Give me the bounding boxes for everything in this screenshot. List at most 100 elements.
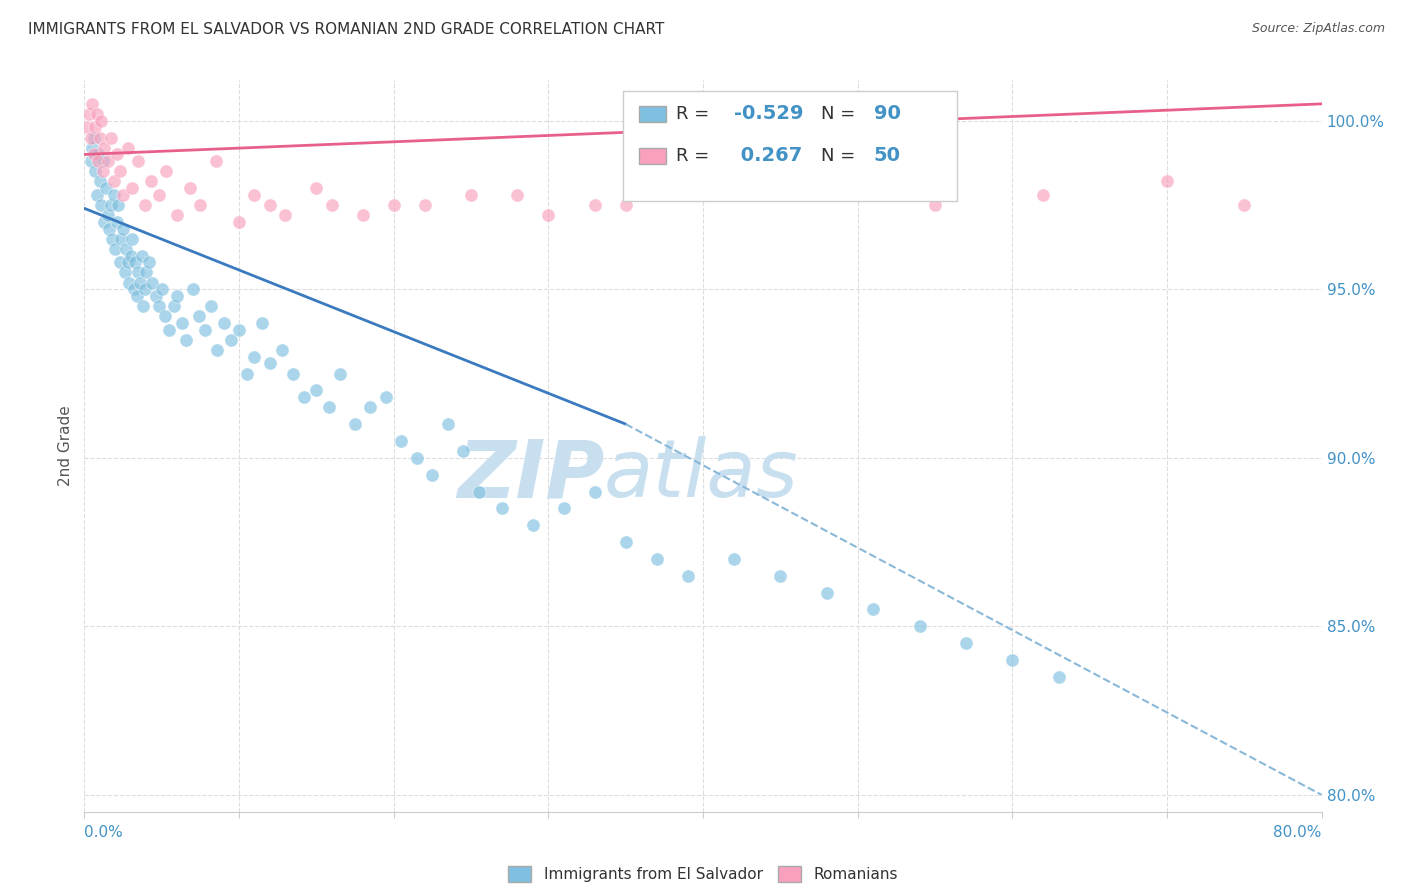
Point xyxy=(135,265,157,279)
Point xyxy=(221,333,243,347)
Text: 90: 90 xyxy=(873,104,901,123)
Point xyxy=(84,120,107,135)
FancyBboxPatch shape xyxy=(638,147,666,163)
Point xyxy=(96,208,118,222)
Point xyxy=(1156,174,1178,188)
Point xyxy=(120,248,142,262)
Text: Source: ZipAtlas.com: Source: ZipAtlas.com xyxy=(1251,22,1385,36)
Point xyxy=(134,282,156,296)
Point xyxy=(125,289,148,303)
Point xyxy=(84,164,107,178)
Point xyxy=(170,316,193,330)
Point xyxy=(76,120,98,135)
Point xyxy=(96,154,118,169)
Point xyxy=(79,130,101,145)
FancyBboxPatch shape xyxy=(638,106,666,122)
Point xyxy=(955,636,977,650)
Point xyxy=(250,316,273,330)
Point xyxy=(107,198,129,212)
Point xyxy=(83,130,105,145)
Point xyxy=(82,141,104,155)
Point xyxy=(124,255,146,269)
Point xyxy=(1032,187,1054,202)
Point xyxy=(305,384,328,398)
Point xyxy=(98,221,121,235)
Point xyxy=(101,232,124,246)
Point xyxy=(522,518,544,533)
Point xyxy=(1233,198,1256,212)
Text: IMMIGRANTS FROM EL SALVADOR VS ROMANIAN 2ND GRADE CORRELATION CHART: IMMIGRANTS FROM EL SALVADOR VS ROMANIAN … xyxy=(28,22,665,37)
Point xyxy=(207,343,229,357)
Point xyxy=(422,467,444,482)
Text: 80.0%: 80.0% xyxy=(1274,825,1322,840)
Point xyxy=(129,276,152,290)
Point xyxy=(259,356,281,370)
Point xyxy=(228,215,250,229)
Point xyxy=(117,141,139,155)
Point xyxy=(139,174,162,188)
Point xyxy=(259,198,281,212)
Point xyxy=(676,568,699,582)
Point xyxy=(141,276,163,290)
Point xyxy=(583,198,606,212)
Point xyxy=(769,187,792,202)
Point xyxy=(437,417,460,431)
Point xyxy=(150,282,173,296)
Point xyxy=(815,585,838,599)
Point xyxy=(187,310,209,324)
Point xyxy=(121,181,143,195)
Point xyxy=(134,198,156,212)
Point xyxy=(155,164,177,178)
Point xyxy=(131,248,153,262)
Point xyxy=(271,343,294,357)
Text: N =: N = xyxy=(821,105,855,123)
Point xyxy=(89,130,111,145)
Point xyxy=(82,96,104,111)
Point xyxy=(112,187,135,202)
Legend: Immigrants from El Salvador, Romanians: Immigrants from El Salvador, Romanians xyxy=(502,860,904,888)
Point xyxy=(318,401,340,415)
Point xyxy=(148,187,170,202)
Point xyxy=(93,215,115,229)
Point xyxy=(148,299,170,313)
Point xyxy=(110,232,132,246)
Point xyxy=(583,484,606,499)
Point xyxy=(159,323,180,337)
Point xyxy=(344,417,367,431)
Point xyxy=(329,367,352,381)
Point xyxy=(132,299,155,313)
Point xyxy=(79,154,101,169)
Point xyxy=(305,181,328,195)
Point xyxy=(117,255,139,269)
Point xyxy=(153,310,176,324)
Point xyxy=(453,444,475,458)
Point xyxy=(166,208,188,222)
Point xyxy=(769,568,792,582)
Point xyxy=(87,154,110,169)
Point xyxy=(103,187,125,202)
Point xyxy=(91,154,114,169)
Point xyxy=(1001,653,1024,667)
Point xyxy=(87,147,110,161)
Point xyxy=(205,154,228,169)
Text: 50: 50 xyxy=(873,146,901,165)
Text: N =: N = xyxy=(821,146,855,165)
Text: 0.0%: 0.0% xyxy=(84,825,124,840)
Point xyxy=(166,289,188,303)
Point xyxy=(89,174,111,188)
Point xyxy=(413,198,436,212)
Point xyxy=(553,501,575,516)
Point xyxy=(105,215,128,229)
Point xyxy=(108,164,131,178)
Point xyxy=(94,181,117,195)
Point xyxy=(723,552,745,566)
Point xyxy=(145,289,167,303)
Text: ZIP: ZIP xyxy=(457,436,605,515)
Point xyxy=(91,164,114,178)
Point xyxy=(114,265,136,279)
Text: R =: R = xyxy=(676,105,709,123)
Point xyxy=(468,484,491,499)
Point xyxy=(188,198,212,212)
Point xyxy=(77,107,100,121)
Point xyxy=(645,552,668,566)
